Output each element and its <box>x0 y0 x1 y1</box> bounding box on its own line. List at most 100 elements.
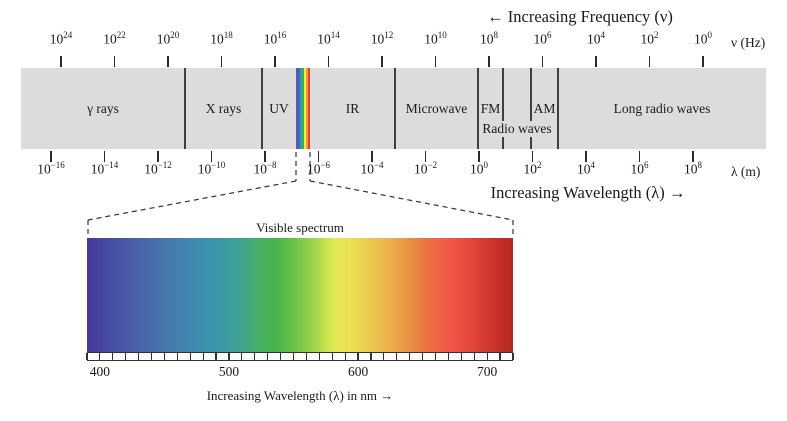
wavelength-tick-label: 10−2 <box>413 160 438 177</box>
band-divider <box>502 68 504 149</box>
frequency-tick <box>167 56 169 67</box>
frequency-tick-label: 1012 <box>370 30 394 47</box>
frequency-tick-label: 106 <box>533 30 552 47</box>
wavelength-tick-label: 10−12 <box>144 160 172 177</box>
band-region-label: X rays <box>205 100 242 116</box>
wavelength-tick <box>157 151 159 162</box>
nm-ruler-tick <box>331 353 333 360</box>
frequency-tick <box>595 56 597 67</box>
nm-ruler-tick <box>86 353 88 360</box>
radio-waves-label: Radio waves <box>479 121 555 137</box>
frequency-unit-label: ν (Hz) <box>731 35 766 50</box>
frequency-tick <box>274 56 276 67</box>
dashed-line-diagonal-right <box>309 180 514 221</box>
band-region-label: UV <box>269 100 289 116</box>
frequency-tick-label: 1016 <box>263 30 287 47</box>
nm-ruler-tick <box>305 353 308 360</box>
band-divider <box>530 68 532 149</box>
nm-ruler-tick <box>150 353 153 360</box>
nm-ruler-tick <box>318 353 320 360</box>
wavelength-tick-label: 102 <box>523 160 542 177</box>
wavelength-tick <box>50 151 52 162</box>
wavelength-tick <box>478 151 480 162</box>
nm-ruler-tick <box>447 353 450 360</box>
wavelength-tick-label: 10−8 <box>253 160 277 177</box>
frequency-tick-label: 108 <box>480 30 498 47</box>
nm-ruler-tick <box>254 353 256 360</box>
nm-ruler-tick <box>215 353 217 360</box>
nm-tick-label: 500 <box>218 364 240 379</box>
frequency-tick <box>113 56 116 67</box>
increasing-wavelength-caption: Increasing Wavelength (λ) → <box>490 183 686 202</box>
band-region-label: Long radio waves <box>613 100 711 116</box>
increasing-frequency-caption: ← Increasing Frequency (ν) <box>487 7 673 26</box>
nm-ruler-tick <box>228 353 230 360</box>
nm-ruler-tick <box>422 353 424 360</box>
frequency-tick <box>434 56 437 67</box>
frequency-tick <box>381 56 383 67</box>
band-divider <box>477 68 479 149</box>
band-divider <box>261 68 263 149</box>
nm-ruler-tick <box>409 353 411 360</box>
nm-ruler-tick <box>280 353 282 360</box>
wavelength-tick <box>317 151 320 162</box>
nm-ruler-tick <box>267 353 269 360</box>
wavelength-tick-label: 108 <box>684 160 702 177</box>
nm-ruler-tick <box>499 353 501 360</box>
nm-ruler <box>86 352 514 361</box>
frequency-tick-label: 100 <box>694 30 712 47</box>
nm-ruler-tick <box>125 353 127 360</box>
nm-ruler-tick <box>138 353 140 360</box>
band-region-label: FM <box>480 100 501 116</box>
wavelength-tick-label: 10−14 <box>90 160 119 177</box>
band-region-label: IR <box>345 100 360 116</box>
dashed-line-diagonal-left <box>87 180 297 221</box>
band-divider <box>184 68 186 149</box>
wavelength-tick-label: 104 <box>577 160 595 177</box>
wavelength-tick <box>638 151 641 162</box>
nm-ruler-tick <box>176 353 178 360</box>
nm-ruler-tick <box>460 353 462 360</box>
nm-tick-label: 700 <box>477 364 498 379</box>
frequency-tick <box>488 56 490 67</box>
frequency-tick-label: 1024 <box>49 30 73 47</box>
wavelength-tick <box>264 151 266 162</box>
frequency-tick <box>648 56 651 67</box>
wavelength-tick <box>585 151 587 162</box>
frequency-tick-label: 1010 <box>424 30 447 47</box>
frequency-tick-label: 102 <box>640 30 659 47</box>
frequency-tick-label: 1020 <box>156 30 180 47</box>
frequency-tick <box>220 56 223 67</box>
frequency-tick-label: 104 <box>587 30 605 47</box>
wavelength-tick <box>424 151 427 162</box>
band-divider <box>394 68 396 149</box>
wavelength-tick-label: 10−10 <box>197 160 226 177</box>
wavelength-tick-label: 10−16 <box>37 160 65 177</box>
nm-ruler-tick <box>241 353 243 360</box>
wavelength-tick <box>692 151 694 162</box>
nm-ruler-tick <box>512 353 514 360</box>
frequency-tick <box>702 56 704 67</box>
nm-ruler-tick <box>163 353 166 360</box>
frequency-tick <box>60 56 62 67</box>
nm-ruler-tick <box>357 353 359 360</box>
nm-ruler-tick <box>486 353 488 360</box>
nm-ruler-tick <box>344 353 346 360</box>
band-region-label: γ rays <box>87 100 119 116</box>
frequency-tick <box>327 56 330 67</box>
wavelength-tick <box>210 151 213 162</box>
frequency-tick <box>541 56 544 67</box>
nm-tick-label: 400 <box>89 364 111 379</box>
spectrum-band <box>21 68 766 149</box>
frequency-tick-label: 1022 <box>103 30 126 47</box>
nm-ruler-tick <box>99 353 101 360</box>
band-divider <box>557 68 559 149</box>
wavelength-tick <box>371 151 373 162</box>
frequency-tick-label: 1018 <box>210 30 233 47</box>
wavelength-tick-label: 100 <box>470 160 488 177</box>
nm-ruler-tick <box>370 353 372 360</box>
visible-spectrum-gradient <box>87 238 513 352</box>
visible-light-strip <box>296 68 310 149</box>
band-region-label: Microwave <box>405 100 468 116</box>
wavelength-tick <box>531 151 534 162</box>
